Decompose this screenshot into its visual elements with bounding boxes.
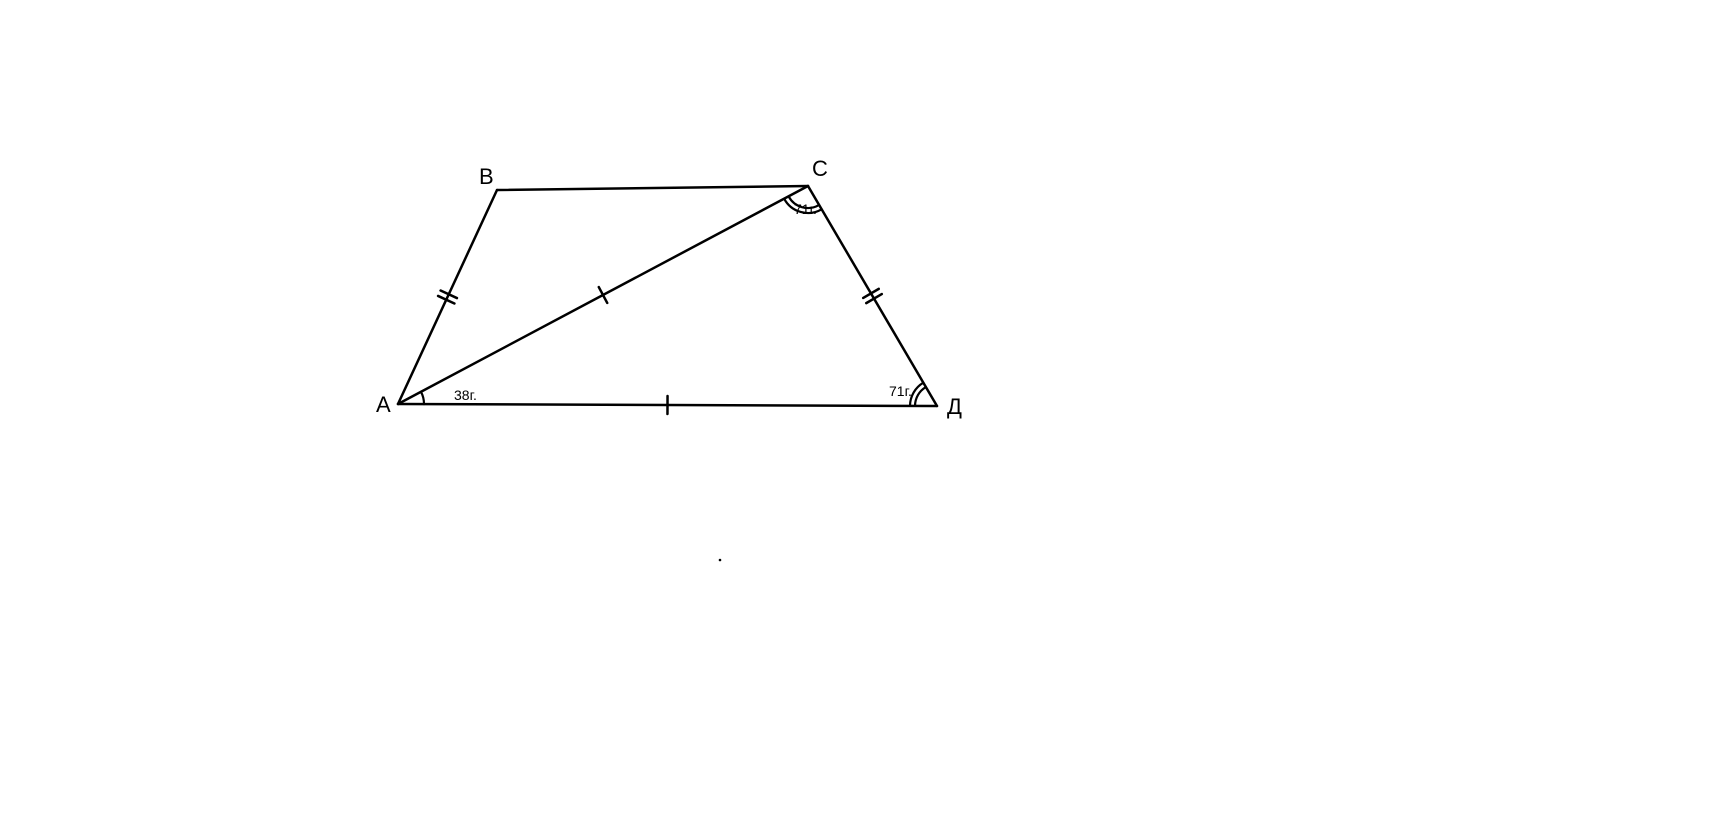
angle-label: 71г. [889,383,912,399]
angle-label: 71г. [794,201,817,217]
stray-dot [719,559,722,562]
vertex-label-A: А [376,392,391,417]
vertex-label-B: В [479,164,494,189]
geometry-diagram: 38г. 71г. 71г. А В С Д [0,0,1730,833]
vertex-label-C: С [812,156,828,181]
angle-label: 38г. [454,387,477,403]
vertex-label-D: Д [947,394,962,419]
